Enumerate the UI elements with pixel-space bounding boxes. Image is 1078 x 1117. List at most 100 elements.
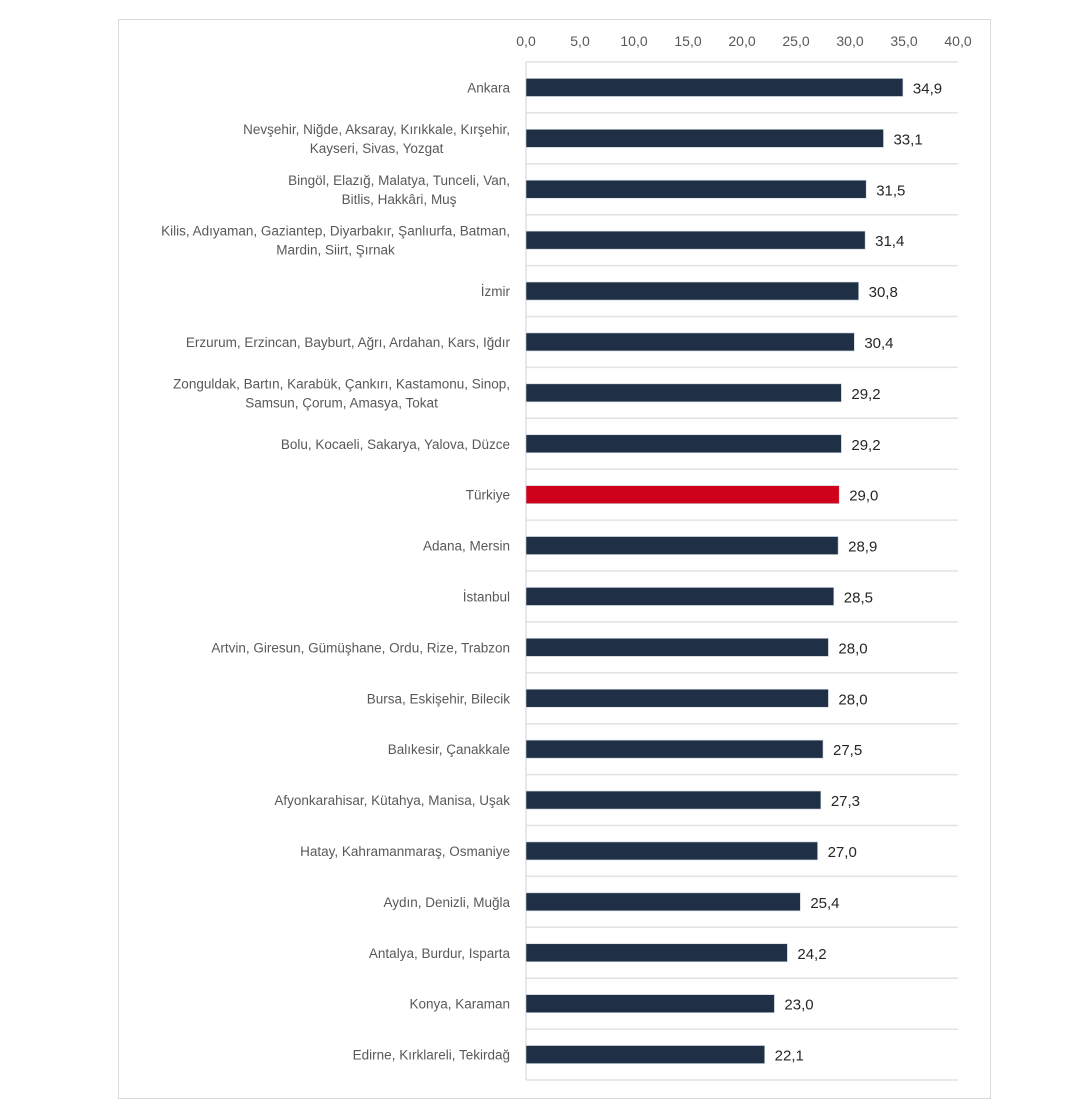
category-label-line: Bingöl, Elazığ, Malatya, Tunceli, Van, <box>288 173 510 188</box>
chart-frame <box>118 19 991 1099</box>
value-label: 28,5 <box>844 589 873 606</box>
category-label: Aydın, Denizli, Muğla <box>383 895 510 910</box>
category-label-line: Samsun, Çorum, Amasya, Tokat <box>245 395 438 410</box>
value-label: 34,9 <box>913 80 942 97</box>
x-tick-label: 15,0 <box>674 33 701 49</box>
x-tick-label: 40,0 <box>944 33 971 49</box>
category-label-line: Mardin, Siirt, Şırnak <box>276 243 395 258</box>
value-label: 29,0 <box>849 488 878 505</box>
category-label: Adana, Mersin <box>423 539 510 554</box>
bar <box>525 739 824 759</box>
x-tick-label: 20,0 <box>728 33 755 49</box>
category-label-line: Afyonkarahisar, Kütahya, Manisa, Uşak <box>274 793 510 808</box>
value-label: 27,3 <box>831 793 860 810</box>
x-tick-label: 5,0 <box>570 33 590 49</box>
category-label: Hatay, Kahramanmaraş, Osmaniye <box>300 844 510 859</box>
category-label-line: Bursa, Eskişehir, Bilecik <box>367 691 511 706</box>
bar <box>525 943 788 963</box>
bar <box>525 536 839 555</box>
x-tick-label: 30,0 <box>836 33 863 49</box>
value-label: 28,9 <box>848 539 877 556</box>
bar <box>525 78 904 97</box>
x-tick-label: 25,0 <box>782 33 809 49</box>
category-label: Bolu, Kocaeli, Sakarya, Yalova, Düzce <box>281 437 510 452</box>
value-label: 27,5 <box>833 742 862 759</box>
bar <box>525 1045 765 1064</box>
category-label: Nevşehir, Niğde, Aksaray, Kırıkkale, Kır… <box>243 122 510 156</box>
category-label: Türkiye <box>466 488 510 503</box>
category-label-line: Konya, Karaman <box>409 997 510 1012</box>
bar <box>525 638 829 657</box>
category-label-line: Türkiye <box>466 488 510 503</box>
category-label-line: Artvin, Giresun, Gümüşhane, Ordu, Rize, … <box>211 640 510 655</box>
bar <box>525 230 866 250</box>
category-label-line: Adana, Mersin <box>423 539 510 554</box>
value-label: 28,0 <box>838 691 867 708</box>
value-label: 22,1 <box>775 1048 804 1065</box>
bar-highlight <box>525 485 840 504</box>
category-label-line: Ankara <box>467 80 510 95</box>
category-label: Ankara <box>467 80 510 95</box>
category-label: Konya, Karaman <box>409 997 510 1012</box>
category-label: Erzurum, Erzincan, Bayburt, Ağrı, Ardaha… <box>186 335 511 350</box>
category-label: İstanbul <box>463 589 510 604</box>
category-label: Antalya, Burdur, Isparta <box>369 946 511 961</box>
category-label: Artvin, Giresun, Gümüşhane, Ordu, Rize, … <box>211 640 510 655</box>
category-label-line: Aydın, Denizli, Muğla <box>383 895 510 910</box>
category-label: Kilis, Adıyaman, Gaziantep, Diyarbakır, … <box>161 224 510 258</box>
category-label: Bursa, Eskişehir, Bilecik <box>367 691 511 706</box>
bar <box>525 434 842 454</box>
value-label: 31,5 <box>876 182 905 199</box>
category-label-line: Zonguldak, Bartın, Karabük, Çankırı, Kas… <box>173 376 510 391</box>
value-label: 30,4 <box>864 335 893 352</box>
bar <box>525 332 855 352</box>
category-label-line: Bolu, Kocaeli, Sakarya, Yalova, Düzce <box>281 437 510 452</box>
category-label-line: Balıkesir, Çanakkale <box>388 742 510 757</box>
bar <box>525 179 867 199</box>
value-label: 29,2 <box>851 437 880 454</box>
value-label: 24,2 <box>797 946 826 963</box>
category-label: Balıkesir, Çanakkale <box>388 742 510 757</box>
x-tick-label: 0,0 <box>516 33 536 49</box>
bar <box>525 790 822 810</box>
value-label: 28,0 <box>838 640 867 657</box>
bar <box>525 892 801 912</box>
value-label: 27,0 <box>828 844 857 861</box>
x-tick-label: 10,0 <box>620 33 647 49</box>
x-tick-label: 35,0 <box>890 33 917 49</box>
bar <box>525 281 859 301</box>
category-label-line: Kilis, Adıyaman, Gaziantep, Diyarbakır, … <box>161 224 510 239</box>
category-label-line: İstanbul <box>463 589 510 604</box>
category-label: İzmir <box>481 284 511 299</box>
bars <box>525 78 904 1064</box>
value-label: 23,0 <box>784 997 813 1014</box>
category-label: Afyonkarahisar, Kütahya, Manisa, Uşak <box>274 793 510 808</box>
value-labels: 34,9 33,1 31,5 31,4 30,8 30,4 29,2 29,2 29,0 28,9… <box>775 80 942 1064</box>
value-label: 30,8 <box>869 284 898 301</box>
category-label-line: Erzurum, Erzincan, Bayburt, Ağrı, Ardaha… <box>186 335 511 350</box>
value-label: 33,1 <box>893 131 922 148</box>
category-label: Zonguldak, Bartın, Karabük, Çankırı, Kas… <box>173 376 510 410</box>
gridlines <box>525 61 958 1081</box>
bar <box>525 587 835 606</box>
value-label: 31,4 <box>875 233 904 250</box>
category-label-line: Hatay, Kahramanmaraş, Osmaniye <box>300 844 510 859</box>
bar <box>525 841 818 861</box>
category-label-line: Nevşehir, Niğde, Aksaray, Kırıkkale, Kır… <box>243 122 510 137</box>
category-label-line: İzmir <box>481 284 511 299</box>
value-label: 29,2 <box>851 386 880 403</box>
bar <box>525 688 829 708</box>
x-axis-ticks: 0,0 5,0 10,0 15,0 20,0 25,0 30,0 35,0 40,0 <box>516 33 972 49</box>
bar <box>525 129 884 148</box>
category-label-line: Bitlis, Hakkâri, Muş <box>342 192 457 207</box>
category-label-line: Edirne, Kırklareli, Tekirdağ <box>353 1048 510 1063</box>
category-label-line: Kayseri, Sivas, Yozgat <box>310 141 444 156</box>
category-label-line: Antalya, Burdur, Isparta <box>369 946 511 961</box>
bar <box>525 383 842 403</box>
value-label: 25,4 <box>810 895 839 912</box>
category-label: Bingöl, Elazığ, Malatya, Tunceli, Van, Bi… <box>288 173 510 207</box>
category-label: Edirne, Kırklareli, Tekirdağ <box>353 1048 510 1063</box>
category-labels: Ankara Nevşehir, Niğde, Aksaray, Kırıkkal… <box>161 80 510 1062</box>
bar <box>525 994 775 1013</box>
